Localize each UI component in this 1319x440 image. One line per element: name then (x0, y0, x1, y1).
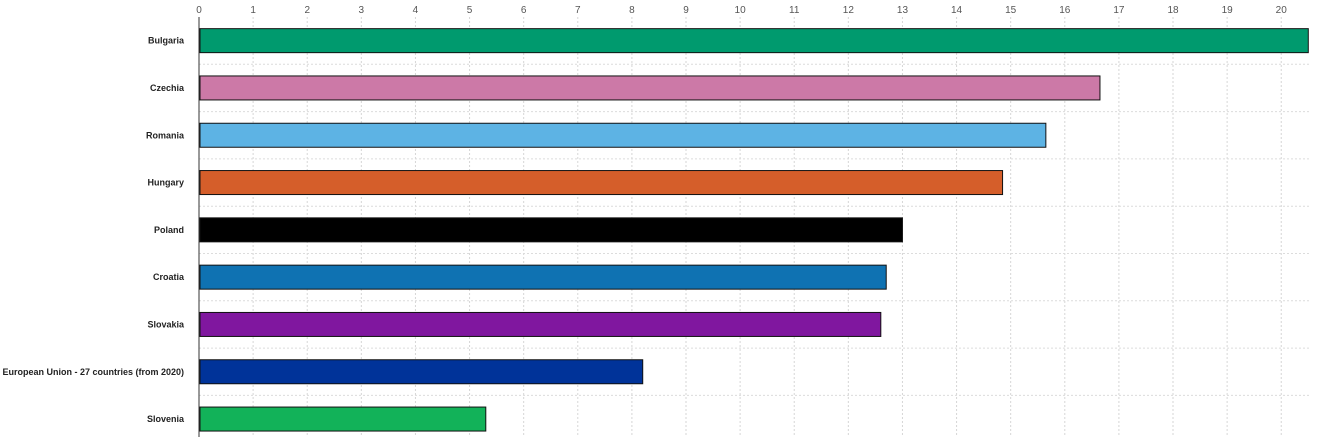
category-label-slovenia: Slovenia (147, 414, 185, 424)
category-label-croatia: Croatia (153, 272, 185, 282)
category-label-slovakia: Slovakia (147, 319, 185, 329)
x-tick-label-9: 9 (683, 5, 689, 16)
bar-bulgaria (199, 28, 1309, 54)
x-tick-label-3: 3 (359, 5, 365, 16)
x-tick-label-4: 4 (413, 5, 419, 16)
category-label-european-union-27-countries-from-2020: European Union - 27 countries (from 2020… (2, 367, 184, 377)
bar-romania (199, 122, 1047, 148)
x-tick-label-10: 10 (735, 5, 747, 16)
bar-european-union-27-countries-from-2020 (199, 359, 644, 385)
x-tick-label-17: 17 (1113, 5, 1125, 16)
x-tick-label-8: 8 (629, 5, 635, 16)
bars-layer (199, 28, 1309, 432)
x-tick-label-15: 15 (1005, 5, 1017, 16)
category-label-bulgaria: Bulgaria (148, 36, 185, 46)
category-label-poland: Poland (154, 225, 184, 235)
x-tick-label-14: 14 (951, 5, 963, 16)
bar-croatia (199, 264, 887, 290)
bar-czechia (199, 75, 1101, 101)
x-tick-label-5: 5 (467, 5, 473, 16)
x-tick-label-19: 19 (1222, 5, 1234, 16)
x-tick-label-16: 16 (1059, 5, 1071, 16)
x-tick-label-0: 0 (196, 5, 202, 16)
bar-slovakia (199, 311, 882, 337)
x-tick-label-18: 18 (1167, 5, 1179, 16)
x-tick-label-13: 13 (897, 5, 909, 16)
category-label-hungary: Hungary (147, 178, 184, 188)
x-tick-label-1: 1 (250, 5, 256, 16)
category-label-czechia: Czechia (150, 83, 185, 93)
bar-slovenia (199, 406, 487, 432)
labels-layer: 0 1 2 3 4 5 6 7 8 9 10 11 12 13 14 15 16 17 18 19 20Bulgaria… (2, 5, 1287, 424)
x-tick-label-2: 2 (304, 5, 310, 16)
bar-hungary (199, 170, 1004, 196)
bar-poland (199, 217, 903, 243)
x-tick-label-6: 6 (521, 5, 527, 16)
x-tick-label-20: 20 (1276, 5, 1288, 16)
x-tick-label-11: 11 (789, 5, 800, 16)
x-tick-label-12: 12 (843, 5, 855, 16)
category-label-romania: Romania (146, 130, 185, 140)
x-tick-label-7: 7 (575, 5, 581, 16)
